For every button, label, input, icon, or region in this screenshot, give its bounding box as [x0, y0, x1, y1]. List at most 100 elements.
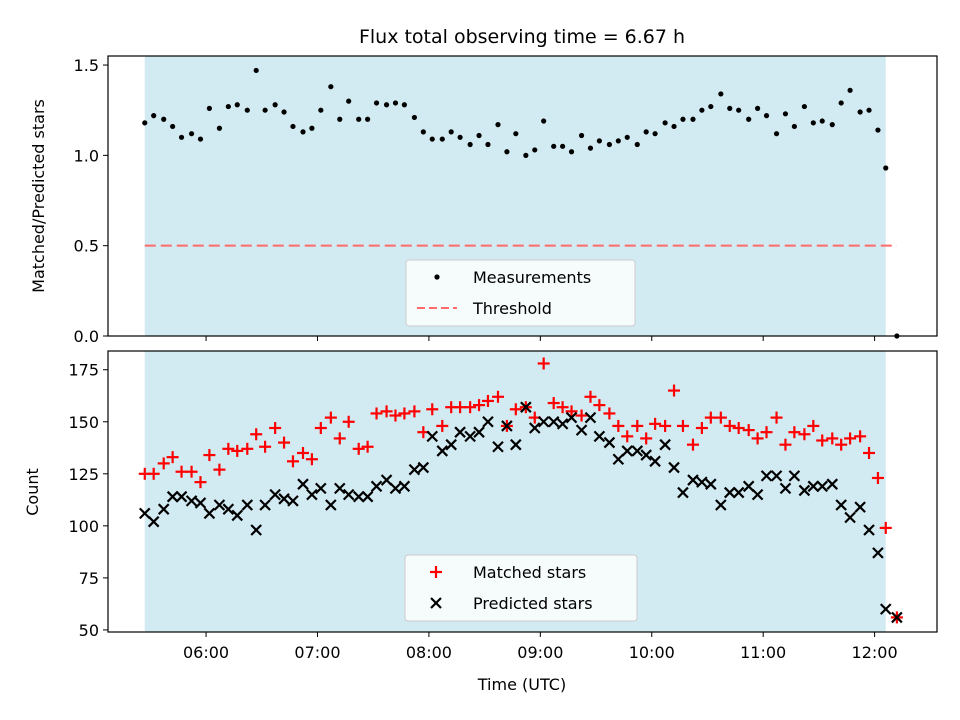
predicted-star-point [194, 497, 207, 509]
predicted-star-point [464, 430, 476, 443]
count-x-ticks: 06:00 07:00 08:00 09:00 10:00 11:00 12:00 [183, 632, 898, 662]
matched-star-point [194, 476, 207, 489]
predicted-star-point [854, 501, 866, 513]
measurement-point [727, 105, 733, 111]
predicted-star-point [147, 515, 160, 528]
predicted-star-point [398, 480, 411, 493]
predicted-star-point [687, 474, 699, 486]
measurement-point [300, 129, 306, 135]
measurement-point [356, 116, 362, 122]
x-axis-label: Time (UTC) [477, 675, 566, 694]
matched-star-point [649, 417, 662, 430]
measurement-point [373, 100, 380, 106]
predicted-star-point [445, 438, 457, 451]
matched-star-point [760, 426, 773, 439]
measurement-point [281, 109, 287, 115]
matched-star-point [213, 463, 226, 476]
matched-star-point [676, 419, 689, 432]
matched-star-point [370, 407, 383, 420]
matched-star-point [464, 401, 477, 414]
measurement-point [290, 123, 296, 130]
matched-star-point [704, 411, 717, 424]
matched-star-point [714, 411, 727, 424]
predicted-star-point [621, 445, 634, 457]
matched-star-point [871, 471, 884, 484]
measurement-points [142, 67, 900, 339]
measurement-point [690, 116, 696, 122]
measurement-point [448, 129, 454, 135]
predicted-star-point [222, 503, 235, 515]
matched-star-point [286, 455, 299, 468]
count-x-tick-label: 07:00 [294, 643, 340, 662]
ratio-legend-box [405, 259, 636, 327]
matched-star-point [826, 432, 839, 445]
predicted-star-point [760, 470, 773, 482]
predicted-star-point [891, 611, 903, 624]
matched-star-point [816, 434, 829, 447]
matched-star-point [361, 440, 374, 453]
matched-star-point [481, 394, 494, 407]
count-y-ticks: 50 75 100 125 150 175 [68, 361, 108, 640]
predicted-star-point [649, 455, 661, 468]
matched-star-point [547, 397, 560, 410]
predicted-star-point [779, 482, 792, 495]
predicted-star-point [175, 490, 188, 503]
matched-star-point [296, 446, 309, 459]
measurement-point [829, 122, 835, 128]
matched-star-point [398, 407, 411, 420]
measurement-point [596, 138, 602, 144]
matched-star-point [259, 440, 272, 453]
predicted-star-point [788, 470, 801, 482]
measurement-point [485, 141, 491, 148]
count-y-tick-label: 150 [68, 413, 99, 432]
matched-star-point [732, 422, 745, 435]
ratio-panel: 0.0 0.5 1.0 1.5 Matched/Predicted stars Mea… [29, 55, 938, 346]
matched-star-point [231, 444, 244, 457]
measurement-point [810, 120, 816, 126]
measurement-point [142, 120, 148, 126]
predicted-star-point [528, 422, 541, 434]
measurement-point [718, 91, 724, 97]
measurement-point [206, 105, 212, 111]
matched-star-point [380, 405, 393, 418]
predicted-star-point [677, 486, 689, 499]
predicted-star-point [157, 503, 170, 515]
predicted-star-point [547, 415, 560, 428]
matched-star-point [342, 415, 355, 428]
measurement-point [495, 122, 501, 128]
predicted-star-point [426, 430, 439, 443]
predicted-star-point [510, 438, 522, 451]
predicted-star-point [408, 463, 421, 476]
predicted-star-point [816, 480, 829, 493]
count-y-axis-label: Count [23, 468, 42, 516]
measurement-point [560, 143, 566, 149]
predicted-star-point [668, 461, 680, 474]
measurement-point [318, 107, 324, 113]
predicted-star-point [640, 449, 652, 461]
count-frame [107, 350, 938, 633]
legend-measurements-marker [434, 274, 440, 280]
measurement-point [411, 114, 418, 121]
ratio-y-tick-label: 1.5 [74, 56, 99, 75]
predicted-star-point [520, 401, 532, 413]
matched-star-point [305, 453, 318, 466]
measurement-point [328, 84, 334, 90]
count-x-tick-label: 10:00 [629, 643, 675, 662]
matched-star-point [269, 422, 282, 435]
measurement-point [244, 107, 250, 113]
matched-star-point [175, 465, 188, 478]
matched-star-point [241, 442, 254, 455]
predicted-star-point [482, 415, 494, 428]
matched-star-point [854, 430, 867, 443]
predicted-star-point [742, 480, 755, 493]
matched-star-point [454, 401, 467, 414]
measurement-point [866, 107, 872, 113]
matched-star-point [426, 403, 439, 416]
measurement-point [161, 116, 167, 122]
measurement-point [401, 102, 407, 108]
measurement-point [755, 105, 761, 111]
measurement-point [476, 132, 482, 139]
ratio-y-tick-label: 0.5 [74, 237, 99, 256]
predicted-star-point [863, 524, 875, 536]
measurement-point [234, 102, 240, 108]
